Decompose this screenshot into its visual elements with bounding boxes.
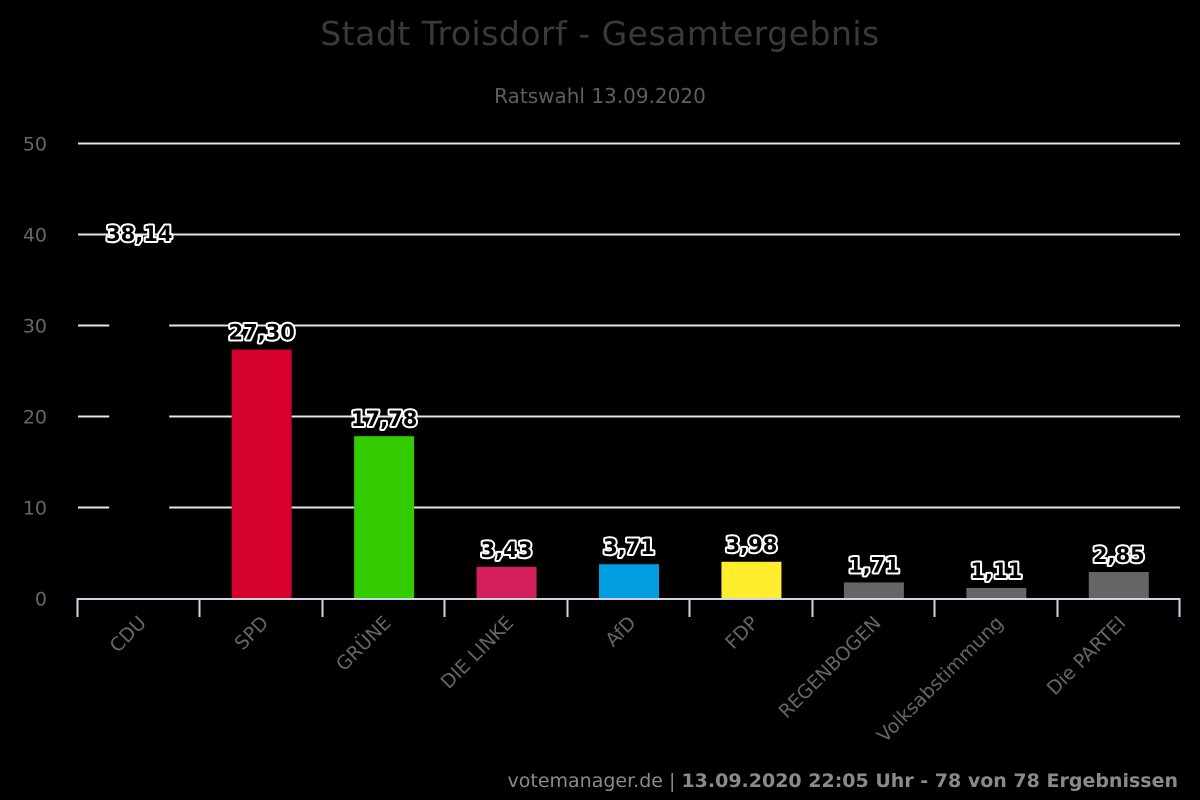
x-tick-label: SPD: [231, 612, 274, 655]
value-label: 17,78: [351, 407, 417, 431]
x-tick-label: REGENBOGEN: [775, 612, 886, 723]
y-tick-label: 0: [35, 589, 47, 611]
bar-volksabstimmung[interactable]: [966, 587, 1027, 598]
footer: votemanager.de | 13.09.2020 22:05 Uhr - …: [508, 770, 1179, 792]
footer-source[interactable]: votemanager.de: [507, 770, 663, 792]
value-label: 1,11: [970, 559, 1022, 583]
y-tick-label: 10: [23, 498, 47, 520]
value-label: 1,71: [848, 553, 900, 577]
bar-regenbogen[interactable]: [843, 582, 904, 598]
bar-die-linke[interactable]: [476, 566, 537, 598]
bar-spd[interactable]: [231, 349, 292, 598]
bar-afd[interactable]: [599, 564, 659, 598]
value-label: 2,85: [1093, 543, 1145, 567]
x-tick-label: Volksabstimmung: [873, 612, 1008, 747]
x-tick-label: FDP: [721, 612, 763, 654]
chart-title: Stadt Troisdorf - Gesamtergebnis: [320, 14, 880, 53]
x-tick-label: CDU: [106, 612, 151, 657]
value-label: 38,14: [106, 222, 172, 246]
y-axis: 0 10 20 30 40 50: [23, 134, 47, 611]
footer-separator: |: [669, 770, 676, 792]
x-tick-label: GRÜNE: [331, 611, 395, 675]
value-label: 27,30: [228, 321, 294, 345]
x-tick-label: Die PARTEI: [1043, 612, 1131, 700]
value-label: 3,98: [726, 533, 778, 557]
bar-fdp[interactable]: [721, 561, 782, 598]
value-label: 3,43: [481, 538, 533, 562]
footer-status: 13.09.2020 22:05 Uhr - 78 von 78 Ergebni…: [681, 770, 1178, 792]
bar-grüne[interactable]: [354, 436, 415, 598]
x-tick-label: AfD: [601, 612, 640, 651]
y-tick-label: 30: [23, 316, 47, 338]
x-tick-label: DIE LINKE: [437, 612, 518, 693]
y-tick-label: 40: [23, 225, 47, 247]
y-tick-label: 50: [23, 134, 47, 156]
value-label: 3,71: [603, 535, 655, 559]
bar-die-partei[interactable]: [1088, 572, 1149, 598]
y-tick-label: 20: [23, 407, 47, 429]
value-labels: 38,14 27,30 17,78 3,43 3,71 3,98 1,71 1,11 2,85: [104, 220, 1147, 585]
bar-cdu[interactable]: [109, 250, 170, 598]
chart-subtitle: Ratswahl 13.09.2020: [494, 84, 706, 108]
x-axis: CDU SPD GRÜNE DIE LINKE AfD FDP REGENBOGENVolk…: [76, 598, 1181, 747]
bars: [109, 250, 1149, 598]
